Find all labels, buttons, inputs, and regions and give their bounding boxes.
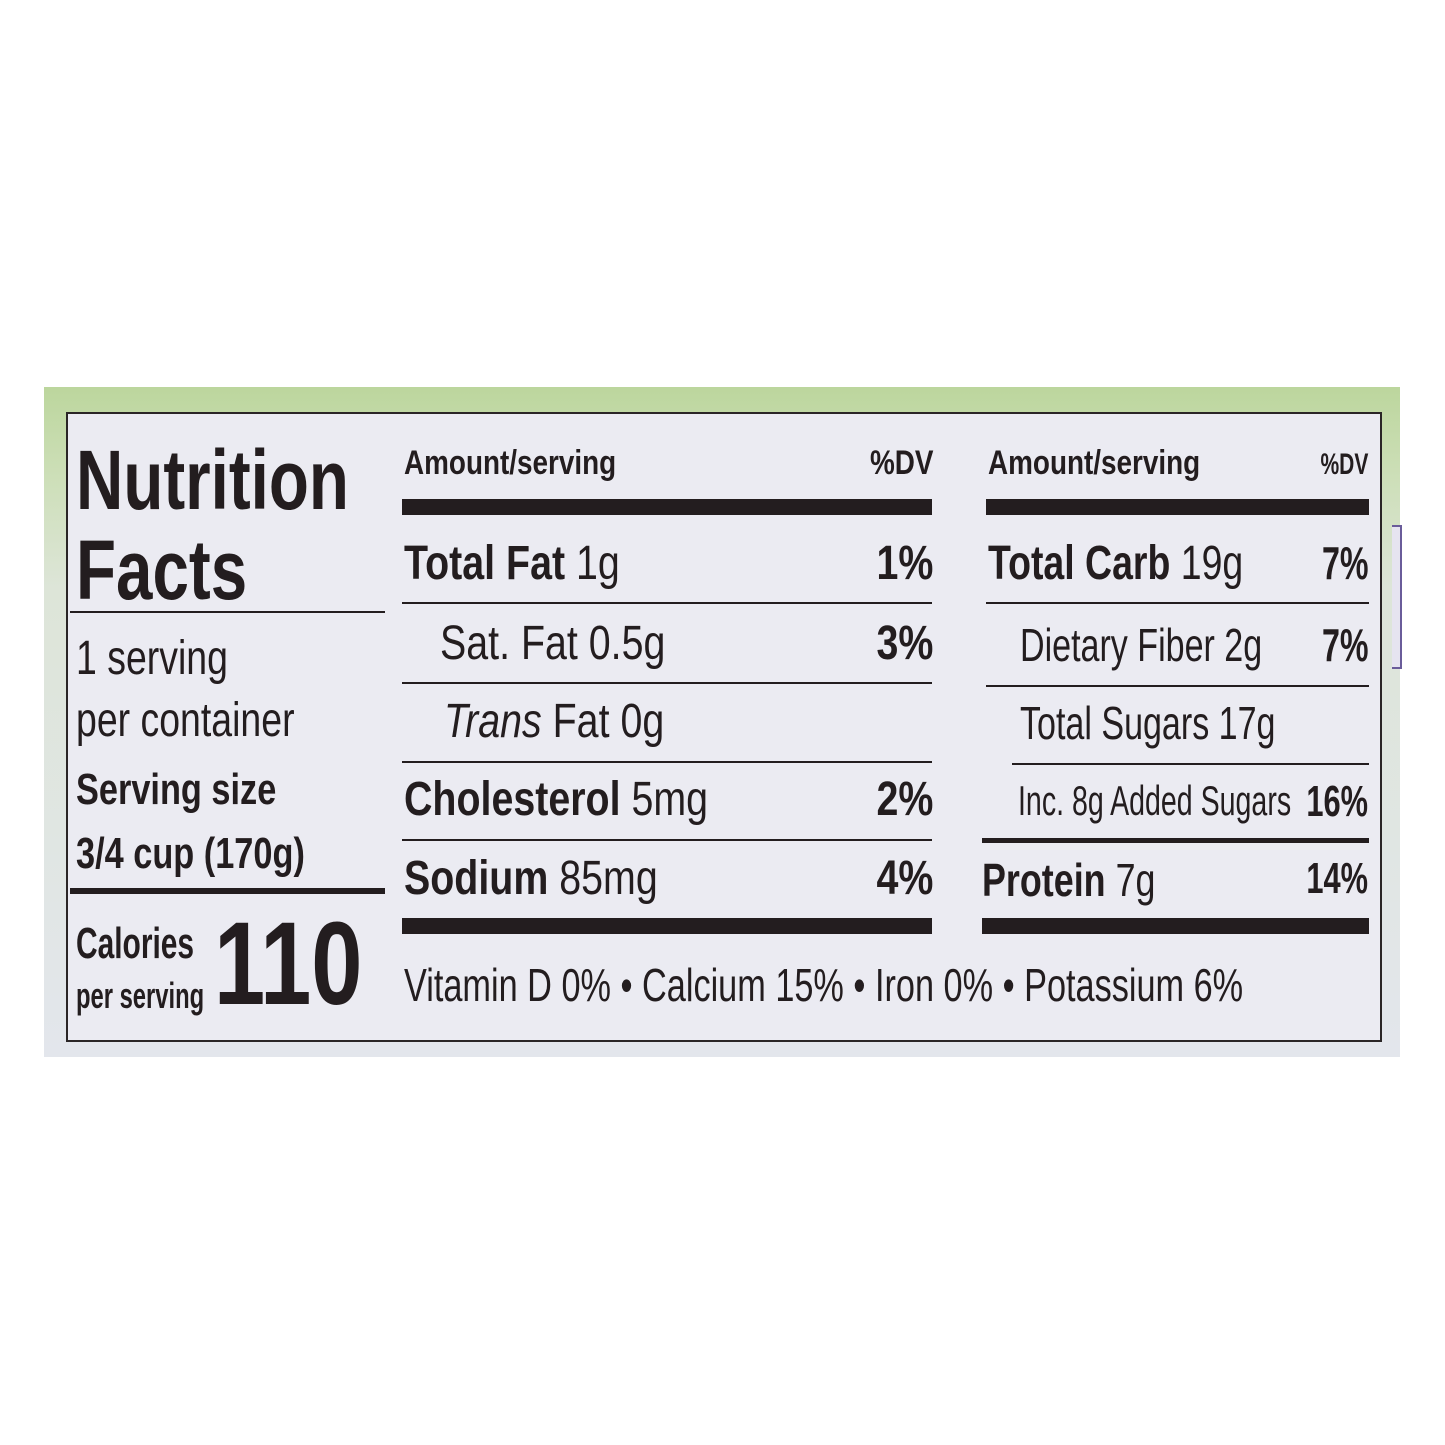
serving-size-label: Serving size bbox=[76, 765, 277, 814]
servings-per-container-2: per container bbox=[76, 694, 295, 747]
thick-bar bbox=[402, 499, 932, 515]
divider bbox=[982, 838, 1369, 843]
divider bbox=[402, 839, 932, 841]
row-sodium: Sodium 85mg bbox=[404, 852, 658, 905]
header-amount: Amount/serving bbox=[404, 444, 617, 482]
header-amount-right: Amount/serving bbox=[988, 444, 1201, 482]
thick-bar bbox=[402, 918, 932, 934]
divider bbox=[70, 611, 385, 613]
divider bbox=[402, 682, 932, 684]
package-tab bbox=[1392, 525, 1402, 669]
row-dietary-fiber: Dietary Fiber 2g bbox=[1020, 619, 1263, 671]
serving-size-value: 3/4 cup (170g) bbox=[76, 829, 305, 878]
dv-sat-fat: 3% bbox=[876, 617, 933, 670]
dv-added-sugars: 16% bbox=[1306, 777, 1368, 826]
header-dv: %DV bbox=[869, 444, 933, 482]
row-trans-fat: Trans Fat 0g bbox=[444, 695, 665, 748]
header-dv-right: %DV bbox=[1320, 448, 1368, 481]
thick-bar bbox=[986, 499, 1369, 515]
row-total-carb: Total Carb 19g bbox=[988, 537, 1244, 590]
divider bbox=[402, 761, 932, 763]
calories-label: Calories bbox=[76, 919, 195, 968]
divider bbox=[1012, 763, 1369, 765]
dv-total-fat: 1% bbox=[876, 537, 933, 590]
dv-cholesterol: 2% bbox=[876, 773, 933, 826]
row-total-sugars: Total Sugars 17g bbox=[1020, 697, 1276, 749]
row-cholesterol: Cholesterol 5mg bbox=[404, 773, 709, 826]
row-total-fat: Total Fat 1g bbox=[404, 537, 620, 590]
dv-sodium: 4% bbox=[876, 852, 933, 905]
nutrition-facts-panel bbox=[66, 412, 1382, 1042]
title-line1: Nutrition bbox=[76, 433, 349, 527]
divider bbox=[986, 685, 1369, 687]
row-added-sugars: Inc. 8g Added Sugars bbox=[1018, 777, 1292, 824]
servings-per-container: 1 serving bbox=[76, 632, 228, 685]
calories-label-2: per serving bbox=[76, 975, 205, 1016]
divider bbox=[70, 888, 385, 894]
vitamins-minerals: Vitamin D 0% • Calcium 15% • Iron 0% • P… bbox=[404, 959, 1244, 1011]
row-sat-fat: Sat. Fat 0.5g bbox=[440, 617, 666, 670]
divider bbox=[402, 602, 932, 604]
dv-protein: 14% bbox=[1306, 854, 1368, 903]
dv-dietary-fiber: 7% bbox=[1321, 619, 1368, 671]
title-line2: Facts bbox=[76, 523, 248, 617]
calories-value: 110 bbox=[214, 898, 363, 1030]
thick-bar bbox=[982, 918, 1369, 934]
row-protein: Protein 7g bbox=[982, 854, 1156, 906]
divider bbox=[986, 602, 1369, 604]
dv-total-carb: 7% bbox=[1321, 537, 1368, 589]
